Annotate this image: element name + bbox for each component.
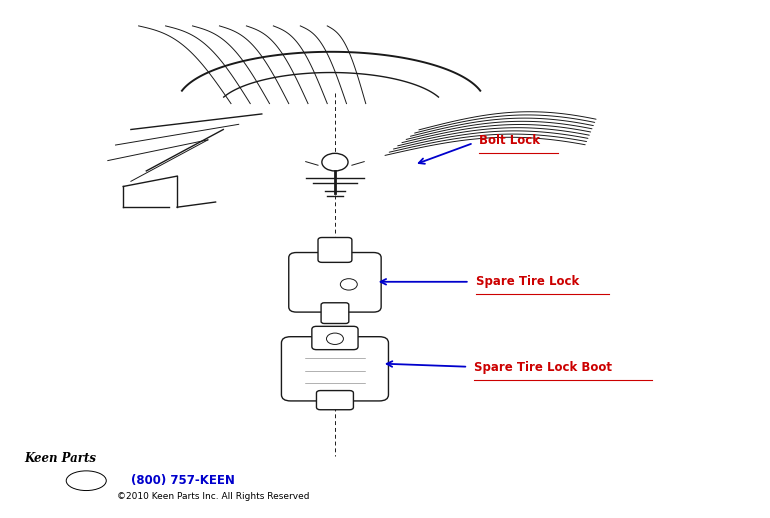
- FancyBboxPatch shape: [316, 391, 353, 410]
- Text: ©2010 Keen Parts Inc. All Rights Reserved: ©2010 Keen Parts Inc. All Rights Reserve…: [117, 492, 310, 501]
- FancyBboxPatch shape: [282, 337, 388, 401]
- Text: (800) 757-KEEN: (800) 757-KEEN: [131, 474, 235, 487]
- FancyBboxPatch shape: [318, 237, 352, 262]
- Text: Keen Parts: Keen Parts: [25, 452, 97, 465]
- Text: Spare Tire Lock: Spare Tire Lock: [476, 275, 579, 289]
- FancyBboxPatch shape: [321, 303, 349, 323]
- Text: Bolt Lock: Bolt Lock: [479, 134, 540, 148]
- FancyBboxPatch shape: [289, 253, 381, 312]
- Ellipse shape: [66, 471, 106, 491]
- Circle shape: [322, 153, 348, 171]
- FancyBboxPatch shape: [312, 326, 358, 350]
- Text: Spare Tire Lock Boot: Spare Tire Lock Boot: [474, 361, 612, 375]
